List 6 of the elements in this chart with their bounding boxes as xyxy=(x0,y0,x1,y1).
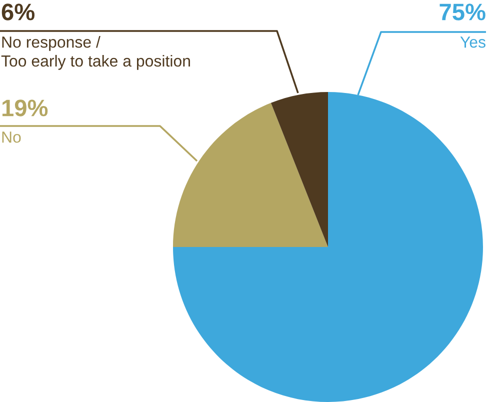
slice-label: Yes xyxy=(460,36,486,48)
slice-label: No response / Too early to take a position xyxy=(1,36,190,70)
slice-label: No xyxy=(2,132,21,143)
data-label: 19% xyxy=(2,100,48,116)
data-label: 75% xyxy=(440,4,486,20)
data-label: 6% xyxy=(2,4,35,20)
